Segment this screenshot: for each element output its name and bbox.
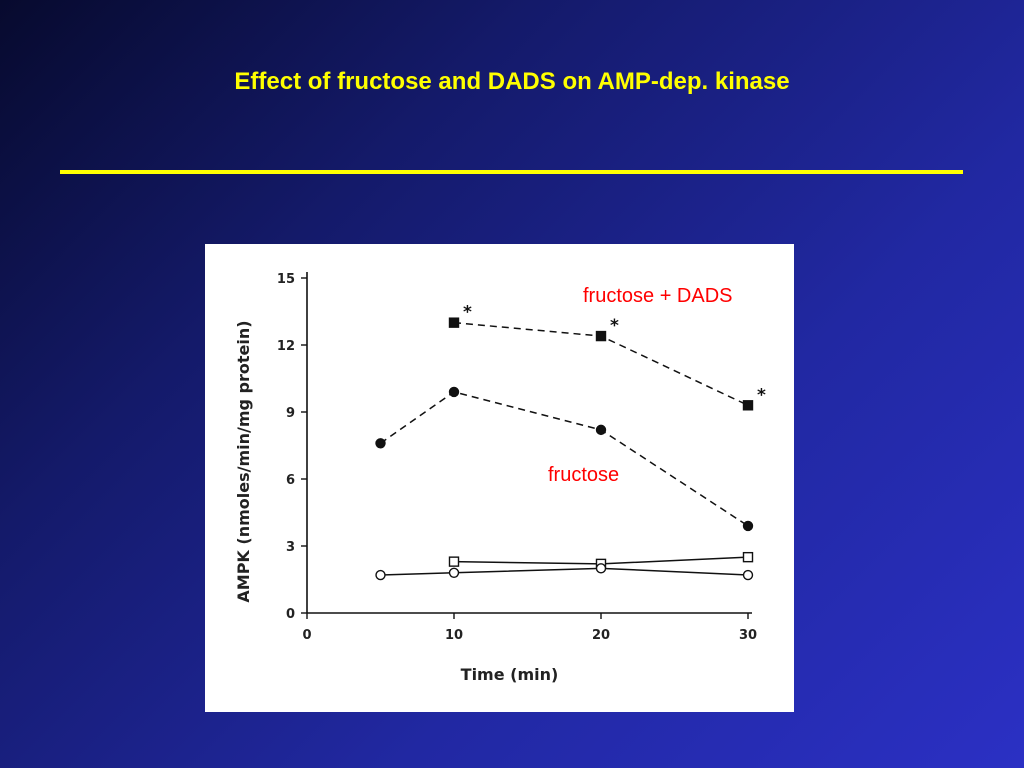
data-point-circle <box>742 569 754 581</box>
data-point-circle <box>595 424 607 436</box>
y-tick-label: 6 <box>286 473 295 488</box>
y-tick-label: 3 <box>286 540 295 555</box>
series-line <box>380 567 749 576</box>
x-tick-label: 0 <box>302 628 311 643</box>
y-tick-label: 12 <box>277 339 295 354</box>
data-point-square <box>448 317 460 328</box>
y-tick-label: 15 <box>277 272 295 287</box>
series-line <box>380 391 749 527</box>
data-point-circle <box>375 438 386 449</box>
significance-asterisk: * <box>757 385 766 405</box>
y-tick-label: 9 <box>286 406 295 421</box>
y-tick-label: 0 <box>286 607 295 622</box>
data-point-square <box>448 556 460 567</box>
data-point-square <box>742 551 754 563</box>
x-axis-title: Time (min) <box>461 665 559 684</box>
x-tick-label: 10 <box>445 628 463 643</box>
data-point-circle <box>448 386 460 398</box>
x-tick-label: 20 <box>592 628 610 643</box>
series-annotation: fructose + DADS <box>583 285 733 307</box>
data-point-circle <box>595 563 607 574</box>
chart-svg: 0 3 6 9 12 15 0 10 20 30 Time (min) AMPK (nmoles/mi… <box>234 272 766 684</box>
data-point-circle <box>375 569 386 581</box>
slide-title: Effect of fructose and DADS on AMP-dep. … <box>234 68 790 95</box>
series-annotation: fructose <box>548 464 619 486</box>
data-point-square <box>742 400 754 411</box>
data-point-square <box>595 330 607 342</box>
chart-figure: 0 3 6 9 12 15 0 10 20 30 Time (min) AMPK (nmoles/mi… <box>205 244 794 712</box>
data-point-circle <box>742 520 754 532</box>
significance-asterisk: * <box>610 316 619 336</box>
data-point-circle <box>448 567 460 578</box>
significance-asterisk: * <box>463 303 472 323</box>
x-tick-label: 30 <box>739 628 757 643</box>
y-axis-title: AMPK (nmoles/min/mg protein) <box>234 320 253 602</box>
title-underline <box>60 170 963 174</box>
